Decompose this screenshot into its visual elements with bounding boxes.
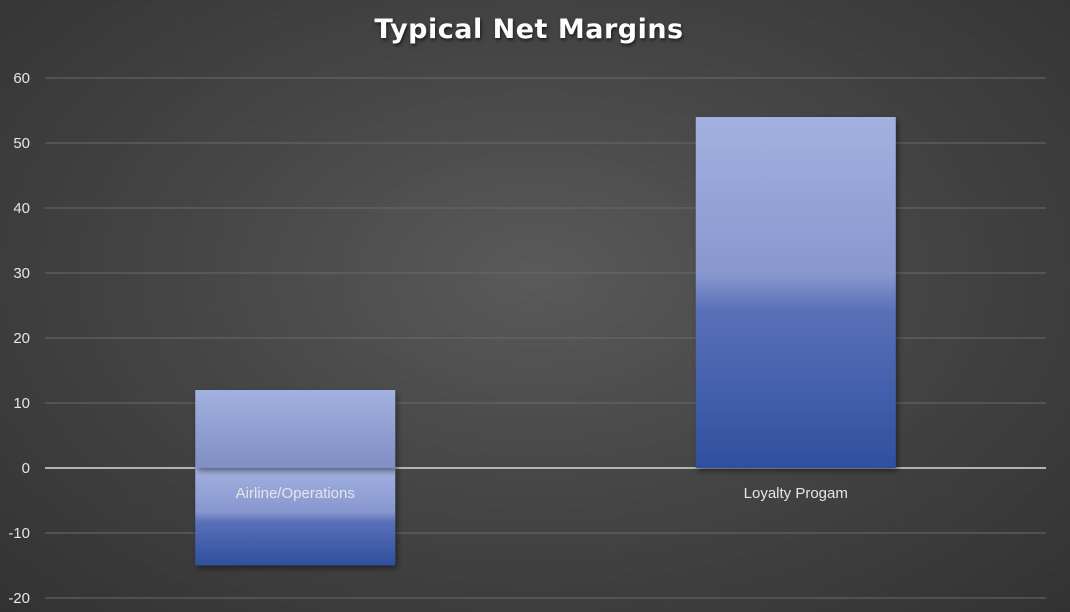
y-tick-label: 0 <box>22 460 30 477</box>
y-axis-tick-labels: 60 50 40 30 20 10 0 -10 -20 <box>8 70 30 607</box>
bar-loyalty-progam <box>695 117 896 468</box>
y-tick-label: -10 <box>8 525 30 542</box>
y-tick-label: 30 <box>13 265 30 282</box>
bar-positive-segment <box>195 390 396 468</box>
gridlines <box>45 77 1046 599</box>
category-label: Airline/Operations <box>236 485 355 502</box>
y-tick-label: 40 <box>13 200 30 217</box>
y-tick-label: -20 <box>8 590 30 607</box>
y-tick-label: 50 <box>13 135 30 152</box>
bars <box>195 117 896 566</box>
chart-title: Typical Net Margins <box>374 14 684 45</box>
category-labels: Airline/Operations Loyalty Progam <box>236 485 848 502</box>
bar-airline-operations <box>195 468 396 566</box>
y-tick-label: 60 <box>13 70 30 87</box>
category-label: Loyalty Progam <box>744 485 848 502</box>
y-tick-label: 20 <box>13 330 30 347</box>
y-tick-label: 10 <box>13 395 30 412</box>
